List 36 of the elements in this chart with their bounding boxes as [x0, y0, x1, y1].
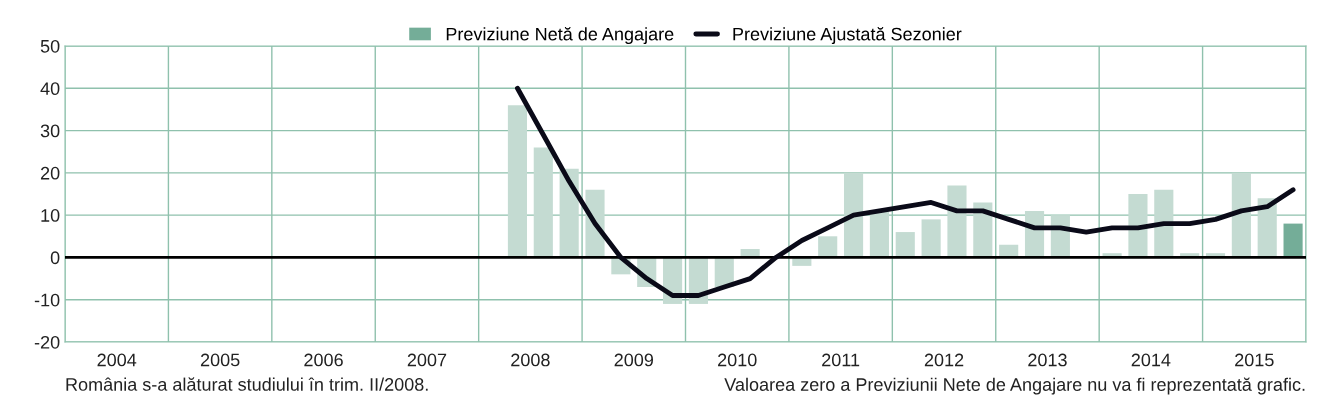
bar	[843, 172, 864, 258]
y-tick-label: 50	[40, 39, 60, 53]
y-tick-label: 20	[40, 166, 60, 180]
bar	[947, 185, 967, 258]
bar	[1231, 172, 1251, 258]
x-tick-label: 2004	[97, 353, 137, 367]
x-tick-label: 2012	[924, 353, 964, 367]
text: România s-a alăturat studiului în trim. II/2008.	[66, 377, 428, 391]
x-tick-label: 2007	[407, 353, 447, 367]
bar	[1154, 189, 1174, 258]
bar	[533, 147, 553, 258]
legend-label: Previziune Netă de Angajare	[446, 26, 674, 45]
x-tick-label: 2015	[1235, 353, 1274, 367]
x-tick-label: 2014	[1131, 353, 1171, 367]
bar	[921, 219, 941, 258]
y-tick-label: -20	[34, 335, 60, 349]
legend-label: Previziune Ajustată Sezonier	[733, 26, 962, 45]
bar	[507, 105, 528, 258]
line-series	[515, 85, 1296, 298]
x-tick-label: 2010	[718, 353, 757, 367]
bar	[895, 232, 915, 258]
x-tick-label: 2011	[822, 353, 860, 367]
x-tick-label: 2008	[511, 353, 550, 367]
y-tick-label: 0	[50, 251, 60, 265]
x-tick-label: 2013	[1028, 353, 1067, 367]
x-tick-label: 2009	[614, 353, 654, 367]
bar	[1283, 223, 1303, 258]
x-tick-label: 2006	[304, 353, 343, 367]
x-tick-label: 2005	[200, 353, 240, 367]
text: Valoarea zero a Previziunii Nete de Angajare nu va fi reprezentată grafic.	[724, 377, 1305, 395]
bar	[818, 236, 838, 258]
y-tick-label: 30	[40, 124, 60, 138]
bar	[869, 210, 889, 258]
y-tick-label: 10	[41, 209, 60, 222]
y-tick-label: -10	[34, 293, 60, 307]
y-tick-label: 40	[40, 82, 60, 96]
